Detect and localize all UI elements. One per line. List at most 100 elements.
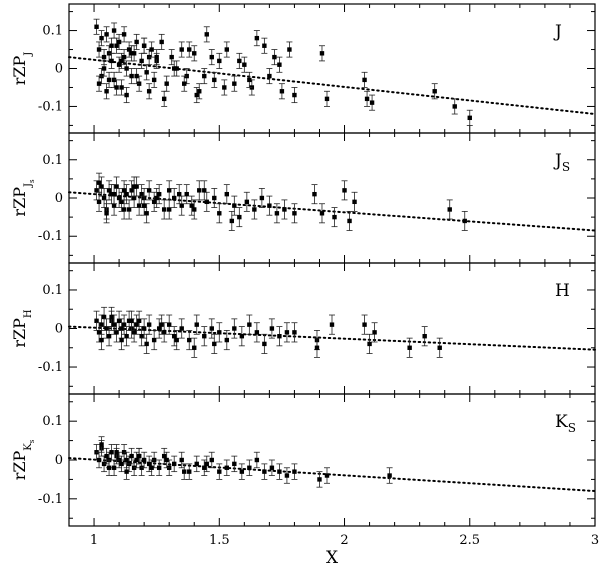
point-marker — [129, 453, 134, 459]
point-marker — [126, 207, 132, 212]
data-point — [201, 459, 208, 476]
data-point — [236, 52, 243, 69]
point-marker — [116, 62, 122, 67]
point-marker — [224, 47, 229, 52]
data-point — [246, 459, 253, 476]
point-marker — [254, 330, 260, 335]
data-point — [178, 318, 185, 339]
point-marker — [109, 450, 114, 455]
data-point — [461, 210, 468, 231]
data-point — [261, 333, 268, 354]
data-point — [133, 33, 140, 50]
data-point — [101, 188, 108, 208]
point-marker — [279, 89, 285, 94]
point-marker — [342, 188, 347, 193]
point-marker — [161, 207, 167, 212]
data-point — [131, 176, 138, 197]
point-marker — [314, 345, 320, 350]
data-point — [283, 467, 290, 484]
point-marker — [372, 330, 377, 335]
point-marker — [179, 457, 184, 463]
data-point — [171, 455, 178, 473]
data-point — [103, 318, 110, 339]
data-point — [431, 83, 438, 100]
point-marker — [106, 188, 112, 193]
data-point — [93, 18, 100, 35]
data-point — [103, 26, 110, 43]
data-point — [138, 52, 145, 69]
point-marker — [131, 330, 137, 335]
point-marker — [124, 191, 129, 197]
point-marker — [144, 341, 149, 347]
point-marker — [172, 66, 177, 71]
data-point — [223, 41, 230, 58]
data-point — [261, 37, 268, 54]
point-marker — [146, 461, 152, 467]
data-point — [406, 337, 413, 358]
point-marker — [131, 195, 137, 201]
point-marker — [212, 341, 217, 347]
y-tick-label: 0 — [55, 62, 63, 77]
point-marker — [184, 191, 189, 197]
data-point — [276, 463, 283, 480]
point-marker — [447, 207, 452, 212]
fit-line — [68, 457, 596, 493]
data-point — [121, 199, 128, 220]
data-point — [238, 326, 245, 347]
data-point — [151, 330, 158, 351]
point-marker — [332, 214, 337, 220]
point-marker — [124, 469, 129, 474]
data-point — [171, 188, 178, 208]
point-marker — [197, 188, 202, 193]
point-marker — [104, 211, 109, 216]
data-point — [329, 314, 335, 335]
data-point — [196, 83, 203, 100]
point-marker — [96, 81, 102, 86]
point-marker — [267, 203, 272, 208]
point-marker — [146, 89, 152, 94]
point-marker — [124, 92, 129, 98]
point-marker — [106, 465, 112, 470]
point-marker — [177, 191, 182, 197]
data-point — [106, 459, 113, 476]
point-marker — [292, 330, 297, 335]
point-marker — [452, 104, 457, 109]
point-marker — [121, 54, 127, 60]
data-point — [166, 314, 173, 335]
data-point — [136, 447, 143, 465]
data-point — [98, 176, 105, 197]
data-point — [208, 318, 215, 339]
data-point — [371, 322, 378, 343]
point-marker — [161, 453, 167, 459]
data-point — [181, 463, 188, 480]
x-axis: 1 1.5 2 2.5 3 — [90, 533, 599, 548]
point-marker — [101, 314, 107, 320]
point-marker — [94, 24, 99, 29]
y-tick-label: -0.1 — [38, 492, 63, 507]
data-point — [108, 306, 115, 327]
point-marker — [161, 96, 167, 102]
point-marker — [166, 322, 172, 327]
data-point — [278, 83, 285, 100]
x-tick-label: 1.5 — [209, 533, 230, 548]
point-marker — [194, 461, 199, 467]
point-marker — [232, 326, 237, 331]
fit-line — [68, 191, 596, 232]
data-point — [231, 318, 238, 339]
point-marker — [182, 81, 187, 86]
point-marker — [259, 195, 265, 201]
point-marker — [437, 345, 442, 350]
point-marker — [116, 318, 122, 323]
point-marker — [96, 457, 102, 463]
point-marker — [197, 89, 202, 94]
point-marker — [131, 51, 137, 56]
data-point — [123, 463, 130, 480]
data-point — [251, 199, 258, 220]
data-point — [173, 330, 180, 351]
point-marker — [202, 188, 207, 193]
data-point — [208, 49, 215, 66]
data-point — [268, 459, 275, 476]
data-point — [228, 210, 235, 231]
point-marker — [104, 32, 109, 37]
